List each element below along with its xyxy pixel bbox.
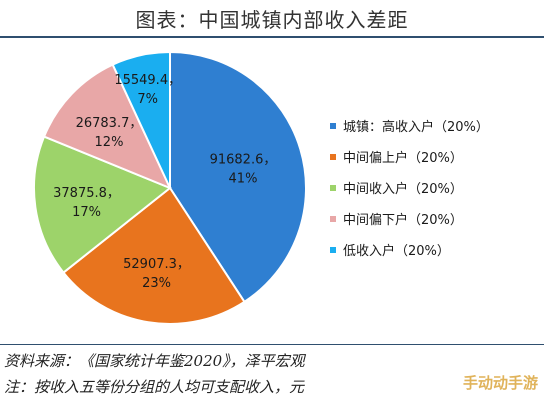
legend-label-5: 低收入户（20%）	[343, 243, 450, 259]
legend-label-1: 城镇：高收入户（20%）	[343, 119, 489, 135]
pie-slices	[33, 50, 307, 325]
slice-percent-label-2: 23%	[142, 276, 171, 291]
slice-value-label-3: 37875.8，	[53, 186, 120, 201]
legend-label-4: 中间偏下户（20%）	[343, 212, 463, 228]
slice-value-label-1: 91682.6，	[210, 152, 277, 167]
legend-swatch-5	[330, 247, 336, 253]
legend-swatch-2	[330, 154, 336, 160]
legend-swatch-4	[330, 216, 336, 222]
pie-slice-3	[33, 135, 172, 274]
pie-slice-5	[111, 50, 171, 189]
slice-percent-label-5: 7%	[137, 92, 158, 107]
chart-title: 图表：中国城镇内部收入差距	[135, 8, 409, 32]
slice-percent-label-1: 41%	[229, 171, 258, 186]
slice-value-label-4: 26783.7，	[76, 116, 143, 131]
legend-swatch-3	[330, 185, 336, 191]
slice-percent-label-4: 12%	[95, 135, 124, 150]
pie-slice-2	[62, 186, 246, 325]
legend-label-3: 中间收入户（20%）	[343, 181, 463, 197]
footer-divider	[0, 344, 544, 345]
legend: 城镇：高收入户（20%） 中间偏上户（20%） 中间收入户（20%） 中间偏下户（20…	[330, 119, 489, 259]
watermark-logo: 手动动手游	[462, 374, 538, 392]
legend-label-2: 中间偏上户（20%）	[343, 150, 463, 166]
slice-value-label-5: 15549.4，	[114, 73, 181, 88]
legend-swatch-1	[330, 123, 336, 129]
pie-chart: 91682.6， 41% 52907.3， 23% 37875.8， 17% 26783.7…	[33, 50, 489, 325]
unit-note: 注：按收入五等份分组的人均可支配收入，元	[4, 378, 305, 396]
title-divider	[0, 36, 544, 38]
source-note: 资料来源：《国家统计年鉴2020》，泽平宏观	[4, 352, 305, 370]
slice-value-label-2: 52907.3，	[123, 257, 190, 272]
slice-labels: 91682.6， 41% 52907.3， 23% 37875.8， 17% 26783.7…	[53, 73, 276, 291]
pie-slice-4	[42, 63, 172, 190]
slice-percent-label-3: 17%	[72, 205, 101, 220]
